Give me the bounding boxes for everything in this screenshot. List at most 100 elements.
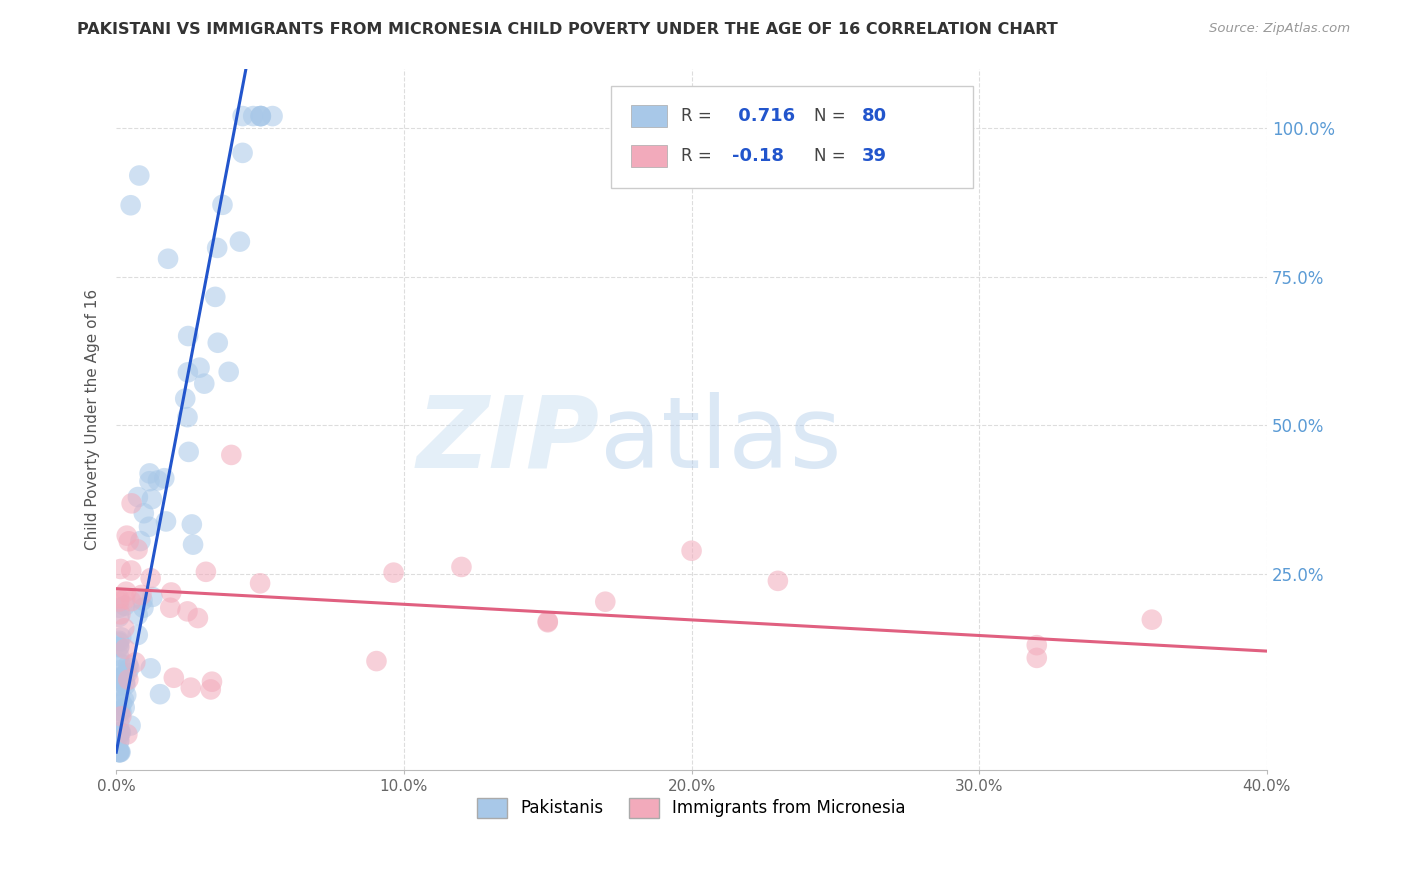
Point: [232, 145, 254, 160]
Point: [177, 445, 200, 459]
Point: [180, 517, 202, 532]
Point: [188, 360, 211, 375]
Point: [121, 496, 143, 510]
Point: [112, 621, 135, 635]
Point: [218, 365, 240, 379]
Text: N =: N =: [814, 147, 851, 165]
Point: [211, 198, 233, 212]
Point: [108, 745, 131, 759]
Point: [176, 410, 198, 425]
Point: [249, 109, 271, 123]
Point: [118, 534, 141, 549]
Point: [108, 745, 131, 759]
Point: [229, 235, 252, 249]
Point: [127, 490, 149, 504]
Point: [114, 641, 136, 656]
Text: -0.18: -0.18: [733, 147, 785, 165]
Point: [177, 329, 200, 343]
Point: [249, 109, 271, 123]
Point: [110, 725, 132, 739]
FancyBboxPatch shape: [631, 145, 668, 168]
Point: [115, 584, 138, 599]
Point: [108, 725, 131, 739]
Point: [111, 697, 134, 711]
Point: [120, 564, 142, 578]
Point: [201, 674, 224, 689]
Point: [681, 543, 703, 558]
Point: [117, 657, 139, 672]
Point: [108, 591, 131, 606]
Point: [157, 252, 180, 266]
Y-axis label: Child Poverty Under the Age of 16: Child Poverty Under the Age of 16: [86, 289, 100, 549]
Point: [108, 600, 131, 615]
Point: [108, 744, 131, 758]
Point: [221, 448, 243, 462]
Point: [115, 688, 138, 702]
Legend: Pakistanis, Immigrants from Micronesia: Pakistanis, Immigrants from Micronesia: [471, 791, 912, 825]
Point: [108, 633, 131, 648]
Text: Source: ZipAtlas.com: Source: ZipAtlas.com: [1209, 22, 1350, 36]
Point: [193, 376, 215, 391]
Point: [110, 709, 132, 723]
Point: [138, 520, 160, 534]
Point: [159, 600, 181, 615]
Point: [117, 673, 139, 687]
Point: [108, 679, 131, 693]
Point: [232, 109, 254, 123]
Point: [110, 562, 132, 576]
Point: [127, 607, 149, 622]
Point: [110, 705, 132, 719]
Point: [200, 682, 222, 697]
Point: [108, 745, 131, 759]
Text: ZIP: ZIP: [416, 392, 599, 489]
Point: [194, 565, 217, 579]
Point: [111, 675, 134, 690]
Point: [149, 687, 172, 701]
Point: [108, 733, 131, 747]
Text: R =: R =: [682, 107, 717, 125]
Point: [108, 640, 131, 654]
Point: [1025, 638, 1047, 652]
Point: [108, 635, 131, 649]
Point: [205, 241, 228, 255]
Point: [110, 631, 132, 645]
Point: [177, 365, 200, 379]
Point: [114, 675, 136, 690]
Point: [118, 661, 141, 675]
Point: [120, 198, 142, 212]
Text: PAKISTANI VS IMMIGRANTS FROM MICRONESIA CHILD POVERTY UNDER THE AGE OF 16 CORREL: PAKISTANI VS IMMIGRANTS FROM MICRONESIA …: [77, 22, 1059, 37]
Point: [128, 169, 150, 183]
Point: [120, 594, 142, 608]
Point: [108, 704, 131, 718]
Point: [262, 109, 284, 123]
Point: [181, 538, 204, 552]
Point: [115, 528, 138, 542]
Point: [187, 611, 209, 625]
Point: [131, 593, 153, 607]
Point: [249, 576, 271, 591]
Point: [108, 706, 131, 720]
Point: [146, 474, 169, 488]
Point: [180, 681, 202, 695]
Point: [114, 592, 136, 607]
Point: [207, 335, 229, 350]
Point: [124, 656, 146, 670]
Point: [117, 666, 139, 681]
Point: [127, 542, 149, 557]
Point: [132, 600, 155, 615]
Point: [139, 571, 162, 585]
Point: [366, 654, 388, 668]
Point: [108, 729, 131, 743]
FancyBboxPatch shape: [612, 86, 973, 188]
Text: 39: 39: [862, 147, 887, 165]
Text: N =: N =: [814, 107, 851, 125]
Point: [382, 566, 405, 580]
Point: [155, 515, 177, 529]
Point: [204, 290, 226, 304]
Point: [139, 661, 162, 675]
Point: [110, 607, 132, 622]
Point: [450, 560, 472, 574]
Point: [537, 615, 560, 630]
Point: [595, 595, 617, 609]
Point: [108, 716, 131, 731]
